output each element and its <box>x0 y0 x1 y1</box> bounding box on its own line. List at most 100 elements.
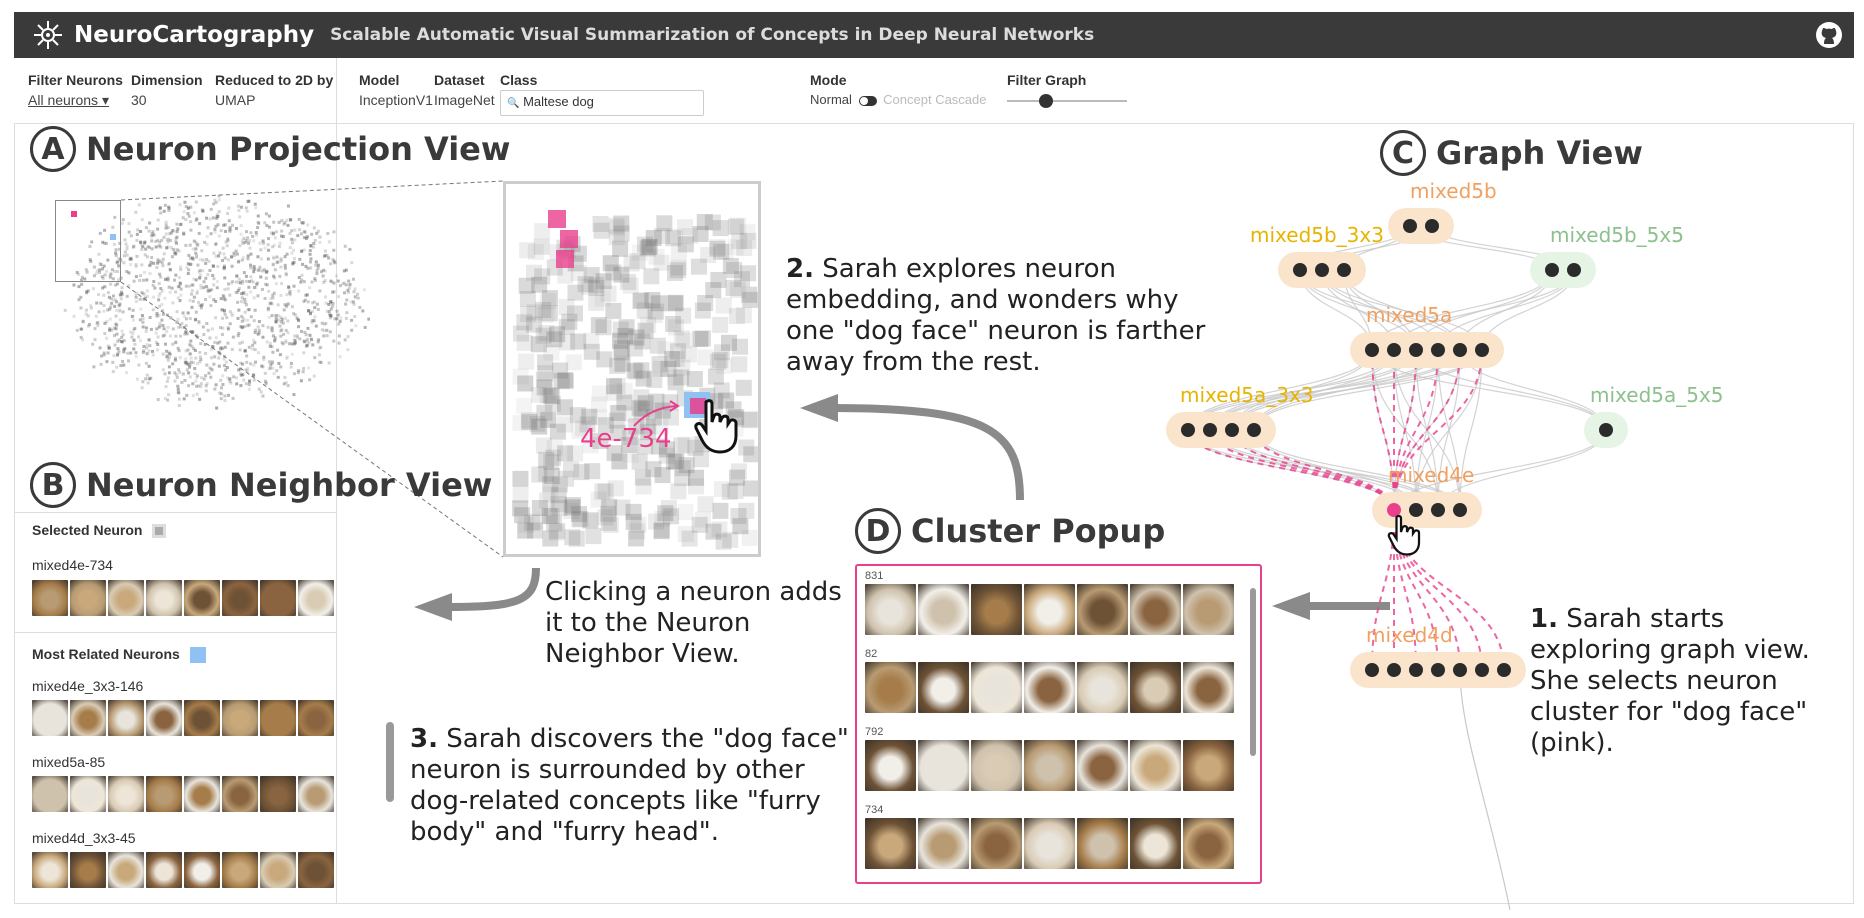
neuron-point[interactable] <box>266 243 270 247</box>
neuron-point[interactable] <box>241 256 245 260</box>
neuron-point[interactable] <box>101 286 105 290</box>
neuron-point[interactable] <box>318 360 322 364</box>
neuron-point[interactable] <box>102 351 106 355</box>
neuron-point[interactable] <box>546 440 563 457</box>
neuron-node[interactable] <box>1545 263 1559 277</box>
neuron-point[interactable] <box>152 233 156 237</box>
neuron-point[interactable] <box>183 332 187 336</box>
neuron-point[interactable] <box>96 321 100 325</box>
neuron-point[interactable] <box>105 319 109 323</box>
neuron-point[interactable] <box>251 234 255 238</box>
neuron-point[interactable] <box>637 438 654 455</box>
neuron-point[interactable] <box>665 230 682 247</box>
neuron-point[interactable] <box>252 267 256 271</box>
neuron-point[interactable] <box>564 499 581 516</box>
neuron-point[interactable] <box>160 303 164 307</box>
neuron-point[interactable] <box>226 237 230 241</box>
neuron-point[interactable] <box>89 304 93 308</box>
neuron-point[interactable] <box>89 306 93 310</box>
neuron-point[interactable] <box>200 249 204 253</box>
neuron-point[interactable] <box>600 285 617 302</box>
neuron-point[interactable] <box>211 273 215 277</box>
neuron-point[interactable] <box>222 252 226 256</box>
neuron-point[interactable] <box>173 251 177 255</box>
neuron-point[interactable] <box>323 249 327 253</box>
neuron-point[interactable] <box>613 340 630 357</box>
neuron-point[interactable] <box>616 394 633 411</box>
mode-toggle[interactable] <box>858 95 877 106</box>
neuron-point[interactable] <box>248 379 252 383</box>
neuron-point[interactable] <box>150 234 154 238</box>
github-icon[interactable] <box>1814 20 1844 50</box>
neuron-point[interactable] <box>313 239 317 243</box>
neuron-point[interactable] <box>209 356 213 360</box>
neuron-point[interactable] <box>247 345 251 349</box>
neuron-point[interactable] <box>260 287 264 291</box>
neuron-point[interactable] <box>119 297 123 301</box>
neuron-point[interactable] <box>263 246 267 250</box>
neuron-point[interactable] <box>542 486 559 503</box>
neuron-node[interactable] <box>1365 343 1379 357</box>
neuron-point[interactable] <box>273 336 277 340</box>
neuron-point[interactable] <box>163 277 167 281</box>
neuron-point[interactable] <box>273 339 277 343</box>
neuron-point[interactable] <box>594 483 611 500</box>
neuron-point[interactable] <box>583 332 600 349</box>
neuron-point[interactable] <box>157 294 161 298</box>
neuron-point[interactable] <box>173 371 177 375</box>
neuron-point[interactable] <box>337 295 341 299</box>
neuron-point[interactable] <box>188 298 192 302</box>
neuron-point[interactable] <box>109 305 113 309</box>
neuron-point[interactable] <box>527 243 544 260</box>
neuron-point[interactable] <box>164 220 168 224</box>
neuron-point[interactable] <box>165 277 169 281</box>
neuron-node[interactable] <box>1453 343 1467 357</box>
neuron-point[interactable] <box>219 297 223 301</box>
neuron-point[interactable] <box>256 255 260 259</box>
neuron-point[interactable] <box>519 290 536 307</box>
neuron-point[interactable] <box>728 308 745 325</box>
neuron-point[interactable] <box>634 333 651 350</box>
neuron-point[interactable] <box>588 280 605 297</box>
neuron-point[interactable] <box>276 348 280 352</box>
neuron-point[interactable] <box>210 345 214 349</box>
neuron-point[interactable] <box>202 333 206 337</box>
neuron-point[interactable] <box>327 302 331 306</box>
neuron-point[interactable] <box>344 302 348 306</box>
neuron-point[interactable] <box>614 355 631 372</box>
neuron-point[interactable] <box>107 295 111 299</box>
neuron-point[interactable] <box>209 348 213 352</box>
neuron-point[interactable] <box>174 239 178 243</box>
neuron-point[interactable] <box>539 492 556 509</box>
neuron-point[interactable] <box>313 277 317 281</box>
neuron-point[interactable] <box>527 513 544 530</box>
neuron-point[interactable] <box>113 283 117 287</box>
neuron-point[interactable] <box>675 307 692 324</box>
neuron-point[interactable] <box>325 328 329 332</box>
neuron-point[interactable] <box>212 362 216 366</box>
neuron-point[interactable] <box>277 361 281 365</box>
neuron-point[interactable] <box>666 264 683 281</box>
neuron-point[interactable] <box>275 261 279 265</box>
neuron-point[interactable] <box>257 267 261 271</box>
neuron-point[interactable] <box>217 198 221 202</box>
neuron-point[interactable] <box>303 230 307 234</box>
neuron-point[interactable] <box>316 340 320 344</box>
neuron-point[interactable] <box>165 246 169 250</box>
neuron-point[interactable] <box>190 330 194 334</box>
neuron-point[interactable] <box>535 371 552 388</box>
neuron-point[interactable] <box>187 253 191 257</box>
neuron-point[interactable] <box>200 304 204 308</box>
neuron-point[interactable] <box>673 437 690 454</box>
neuron-point[interactable] <box>332 339 336 343</box>
neuron-point[interactable] <box>223 223 227 227</box>
neuron-point[interactable] <box>670 259 687 276</box>
cluster-row[interactable]: 82 <box>865 648 1234 713</box>
neuron-point[interactable] <box>285 252 289 256</box>
neuron-point[interactable] <box>713 481 730 498</box>
neuron-point[interactable] <box>309 243 313 247</box>
neuron-point[interactable] <box>117 338 121 342</box>
neuron-point[interactable] <box>231 335 235 339</box>
neuron-point[interactable] <box>131 331 135 335</box>
neuron-point[interactable] <box>314 263 318 267</box>
